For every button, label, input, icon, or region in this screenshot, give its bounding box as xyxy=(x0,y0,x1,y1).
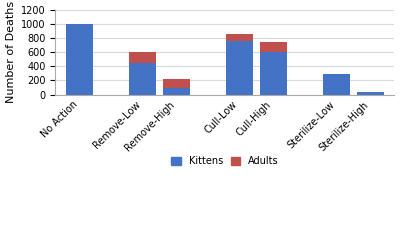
Legend: Kittens, Adults: Kittens, Adults xyxy=(167,152,283,170)
Bar xyxy=(163,79,190,87)
Bar xyxy=(129,52,156,63)
Bar xyxy=(357,92,384,95)
Bar xyxy=(226,34,253,41)
Y-axis label: Number of Deaths: Number of Deaths xyxy=(6,1,16,103)
Bar xyxy=(226,41,253,95)
Bar xyxy=(129,63,156,95)
Bar xyxy=(260,52,287,95)
Bar xyxy=(323,74,350,95)
Bar xyxy=(66,24,93,95)
Bar xyxy=(260,42,287,52)
Bar xyxy=(163,87,190,95)
